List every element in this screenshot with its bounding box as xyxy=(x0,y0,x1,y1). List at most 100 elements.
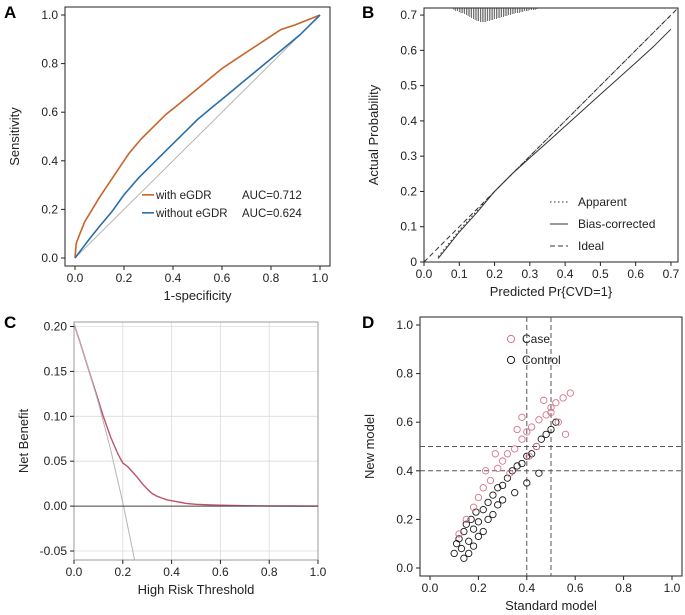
legend-label: Ideal xyxy=(578,239,604,253)
y-tick-label: 0.0 xyxy=(396,561,413,575)
plot-frame xyxy=(73,321,319,561)
x-tick-label: 0.0 xyxy=(66,565,83,579)
point-control xyxy=(489,491,497,499)
x-tick-label: 0.6 xyxy=(214,271,231,285)
point-control xyxy=(518,459,526,468)
x-tick-label: 0.4 xyxy=(163,565,180,579)
legend-auc: AUC=0.624 xyxy=(242,208,302,220)
point-control xyxy=(484,515,492,524)
point-case xyxy=(547,408,555,417)
x-tick-label: 0.4 xyxy=(557,267,574,281)
point-control xyxy=(552,418,560,426)
point-control xyxy=(479,506,487,514)
y-tick-label: 0.2 xyxy=(400,184,417,198)
panel-letter: C xyxy=(4,313,16,332)
point-control xyxy=(465,537,473,545)
x-tick-label: 0.0 xyxy=(416,267,433,281)
point-control xyxy=(535,469,543,477)
point-control xyxy=(542,430,550,438)
legend-label: Bias-corrected xyxy=(578,217,655,231)
y-tick-label: 0.4 xyxy=(41,154,58,168)
y-tick-label: 0.15 xyxy=(44,364,68,378)
point-control xyxy=(469,542,478,550)
legend-label: Case xyxy=(522,332,550,346)
point-case xyxy=(566,389,575,397)
y-axis-label: Sensitivity xyxy=(7,107,22,166)
x-tick-label: 0.6 xyxy=(627,267,644,281)
x-tick-label: 1.0 xyxy=(310,565,327,579)
point-control xyxy=(537,435,545,443)
legend-label: Control xyxy=(522,353,561,367)
point-control xyxy=(498,496,507,504)
x-tick-label: 0.4 xyxy=(518,581,535,595)
plot-frame xyxy=(423,7,679,263)
calibration-ideal xyxy=(423,7,679,263)
y-tick-label: 0.7 xyxy=(400,8,417,22)
x-tick-label: 0.8 xyxy=(263,271,280,285)
point-case xyxy=(535,416,543,424)
x-tick-label: 0.4 xyxy=(165,271,182,285)
legend-label: without eGDR xyxy=(155,208,228,220)
x-tick-label: 0.2 xyxy=(486,267,503,281)
point-case xyxy=(506,469,514,477)
point-control xyxy=(462,520,470,528)
panel-c: C 0.0 0.2 0.4 0.6 0.8 1.0 -0.05 0.00 0.05 0.10 0.15… xyxy=(4,313,327,597)
point-case xyxy=(503,450,512,458)
y-tick-label: 0.6 xyxy=(400,43,417,57)
point-case xyxy=(559,394,567,402)
calibration-bias-corrected xyxy=(437,28,672,259)
point-case xyxy=(518,435,526,443)
point-control xyxy=(523,479,531,487)
point-control xyxy=(474,532,483,541)
point-control xyxy=(474,518,483,526)
x-tick-label: 0.8 xyxy=(261,565,278,579)
point-case xyxy=(525,452,533,460)
y-tick-label: 0.00 xyxy=(44,499,68,513)
x-tick-label: 0.6 xyxy=(567,581,584,595)
point-control xyxy=(511,489,519,497)
legend-label: Apparent xyxy=(578,195,627,209)
point-case xyxy=(511,445,519,453)
point-case xyxy=(518,413,526,421)
point-case xyxy=(552,399,560,407)
x-tick-label: 0.8 xyxy=(615,581,632,595)
point-control xyxy=(465,549,473,558)
x-tick-label: 0.2 xyxy=(470,581,487,595)
panel-a: A 0.0 0.2 0.4 0.6 0.8 1.0 0.0 0.2 0.4 0.6 0.8 1.0 1-s… xyxy=(4,3,331,303)
x-tick-label: 1.0 xyxy=(664,581,681,595)
x-tick-label: 0.2 xyxy=(116,271,133,285)
dca-treat-all-line xyxy=(74,323,136,560)
point-control xyxy=(494,501,502,509)
x-tick-label: 0.1 xyxy=(451,267,468,281)
y-tick-label: 0.8 xyxy=(396,367,413,381)
point-control xyxy=(460,554,468,562)
point-control xyxy=(469,525,478,533)
plot-frame xyxy=(64,6,331,267)
point-case xyxy=(513,425,521,434)
x-tick-label: 0.5 xyxy=(592,267,609,281)
y-tick-label: 0.4 xyxy=(396,464,413,478)
roc-curve-without-egdr xyxy=(74,14,321,259)
y-tick-label: 0.5 xyxy=(400,79,417,93)
roc-curve-with-egdr xyxy=(74,14,321,259)
y-tick-label: 0.20 xyxy=(44,319,68,333)
point-control xyxy=(467,515,475,524)
x-axis-label: 1-specificity xyxy=(164,288,232,303)
point-case xyxy=(523,428,531,436)
y-tick-label: 1.0 xyxy=(41,8,58,22)
point-control xyxy=(508,467,516,475)
point-control xyxy=(527,450,536,458)
x-tick-label: 0.7 xyxy=(663,267,680,281)
y-tick-label: 0.10 xyxy=(44,409,68,423)
point-case xyxy=(474,493,483,502)
point-case xyxy=(469,503,478,511)
y-tick-label: 0.3 xyxy=(400,149,417,163)
point-case xyxy=(491,450,499,458)
point-control xyxy=(547,425,555,434)
panel-b: B 0.0 0.1 0.2 0.3 0.4 0.5 0.6 0.7 0 0.1 0.2 0.3 0.4 0.… xyxy=(362,3,680,299)
y-axis-label: Net Benefit xyxy=(16,408,31,473)
point-control xyxy=(489,510,497,519)
y-axis-label: Actual Probability xyxy=(366,84,381,185)
reference-diagonal xyxy=(74,14,321,259)
